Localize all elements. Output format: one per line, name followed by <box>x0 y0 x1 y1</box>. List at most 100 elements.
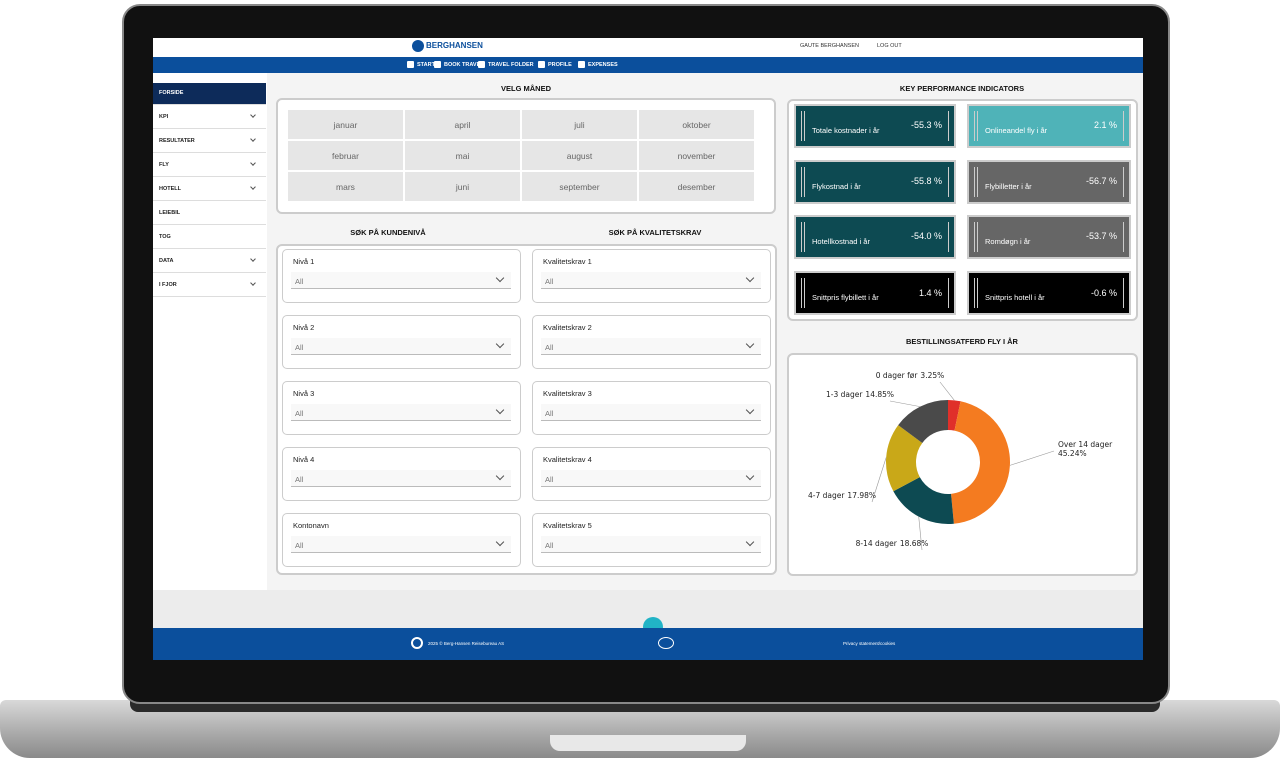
dropdown[interactable]: All <box>291 470 511 487</box>
kpi-bar <box>1123 166 1124 197</box>
filter-label: Kvalitetskrav 2 <box>543 323 592 332</box>
filter-card: Nivå 1 All <box>282 249 521 303</box>
kpi-bar <box>801 111 805 141</box>
kpi-tile: Romdøgn i år -53.7 % <box>967 215 1131 259</box>
month-button[interactable]: juni <box>405 172 520 201</box>
kpi-label: Flykostnad i år <box>812 181 861 191</box>
sidebar-item[interactable]: I FJOR <box>153 275 266 297</box>
month-button[interactable]: september <box>522 172 637 201</box>
donut-slice <box>951 401 1010 524</box>
dropdown-value: All <box>295 343 304 352</box>
filter-card: Kvalitetskrav 3 All <box>532 381 771 435</box>
kpi-tile: Totale kostnader i år -55.3 % <box>794 104 956 148</box>
filter-label: Kvalitetskrav 5 <box>543 521 592 530</box>
kpi-bar <box>801 166 805 197</box>
filter-card: Nivå 3 All <box>282 381 521 435</box>
kpi-bar <box>1123 222 1124 252</box>
footer <box>153 628 1143 660</box>
kpi-bar <box>801 222 805 252</box>
section-title: KEY PERFORMANCE INDICATORS <box>899 84 1025 93</box>
data-label: 4-7 dager 17.98% <box>808 491 876 500</box>
label-category: 4-7 dager <box>808 491 845 500</box>
month-button[interactable]: mai <box>405 141 520 170</box>
nav-item[interactable]: BOOK TRAVEL <box>444 62 484 68</box>
sidebar-item[interactable]: DATA <box>153 251 266 273</box>
sidebar-item[interactable]: FORSIDE <box>153 83 266 105</box>
month-button[interactable]: februar <box>288 141 403 170</box>
filter-label: Nivå 2 <box>293 323 315 332</box>
dropdown[interactable]: All <box>541 470 761 487</box>
month-button[interactable]: desember <box>639 172 754 201</box>
month-button[interactable]: november <box>639 141 754 170</box>
kpi-value: 2.1 % <box>1093 120 1117 130</box>
sidebar-item[interactable]: KPI <box>153 107 266 129</box>
dropdown-value: All <box>295 475 304 484</box>
dropdown-value: All <box>545 343 554 352</box>
dropdown[interactable]: All <box>541 272 761 289</box>
kpi-tile: Snittpris hotell i år -0.6 % <box>967 270 1131 315</box>
nav-item[interactable]: TRAVEL FOLDER <box>488 62 534 68</box>
kpi-bar <box>974 222 978 252</box>
nav-icon <box>434 61 441 68</box>
kpi-value: -54.0 % <box>910 231 942 241</box>
nav-icon <box>538 61 545 68</box>
kpi-bar <box>974 277 978 308</box>
sidebar-label: FLY <box>159 162 169 168</box>
sidebar-label: TOG <box>159 234 171 240</box>
dropdown[interactable]: All <box>291 272 511 289</box>
sidebar-item[interactable]: RESULTATER <box>153 131 266 153</box>
donut-slice <box>898 400 948 443</box>
sidebar-item[interactable]: FLY <box>153 155 266 177</box>
user-name[interactable]: GAUTE BERGHANSEN <box>800 43 859 49</box>
dropdown[interactable]: All <box>291 404 511 421</box>
kpi-label: Romdøgn i år <box>985 237 1031 246</box>
kpi-bar <box>974 111 978 141</box>
laptop-notch <box>550 735 746 751</box>
badge <box>658 637 674 649</box>
filter-label: Kvalitetskrav 1 <box>543 257 592 266</box>
filter-label: Kvalitetskrav 3 <box>543 389 592 398</box>
kpi-bar <box>974 166 978 197</box>
sidebar-item[interactable]: TOG <box>153 227 266 249</box>
kpi-bar <box>948 166 949 197</box>
sidebar-item[interactable]: HOTELL <box>153 179 266 201</box>
month-button[interactable]: oktober <box>639 110 754 139</box>
filter-label: Nivå 1 <box>293 257 315 266</box>
month-button[interactable]: april <box>405 110 520 139</box>
logout[interactable]: LOG OUT <box>877 43 902 49</box>
kpi-tile: Onlineandel fly i år 2.1 % <box>967 104 1131 148</box>
data-label: 1-3 dager 14.85% <box>826 390 894 399</box>
dropdown[interactable]: All <box>291 536 511 553</box>
month-button[interactable]: august <box>522 141 637 170</box>
month-button[interactable]: juli <box>522 110 637 139</box>
kpi-bar <box>1123 111 1124 141</box>
donut-slice <box>886 425 923 492</box>
dropdown[interactable]: All <box>541 404 761 421</box>
month-button[interactable]: januar <box>288 110 403 139</box>
kpi-bar <box>1123 277 1124 308</box>
filter-label: Kontonavn <box>293 521 329 530</box>
kpi-label: Totale kostnader i år <box>812 126 880 135</box>
label-category: 8-14 dager <box>856 539 898 548</box>
section-title: VELG MÅNED <box>500 84 551 93</box>
dropdown[interactable]: All <box>291 338 511 355</box>
filter-card: Kvalitetskrav 2 All <box>532 315 771 369</box>
nav-item[interactable]: EXPENSES <box>588 62 618 68</box>
sidebar-item[interactable]: LEIEBIL <box>153 203 266 225</box>
nav-icon <box>407 61 414 68</box>
logo-icon <box>412 40 424 52</box>
filter-label: Nivå 3 <box>293 389 315 398</box>
nav-item[interactable]: PROFILE <box>548 62 572 68</box>
month-button[interactable]: mars <box>288 172 403 201</box>
kpi-label: Onlineandel fly i år <box>985 126 1048 135</box>
dropdown[interactable]: All <box>541 338 761 355</box>
privacy-link[interactable]: Privacy statement/cookies <box>843 641 896 646</box>
kpi-tile: Flykostnad i år -55.8 % <box>794 159 956 204</box>
dropdown[interactable]: All <box>541 536 761 553</box>
filter-card: Kvalitetskrav 5 All <box>532 513 771 567</box>
nav-item[interactable]: START <box>417 62 435 68</box>
donut-slice <box>948 400 961 431</box>
data-label: 8-14 dager 18.68% <box>856 539 929 548</box>
copyright: 2025 © Berg-Hansen Reisebureau AS <box>428 641 505 646</box>
